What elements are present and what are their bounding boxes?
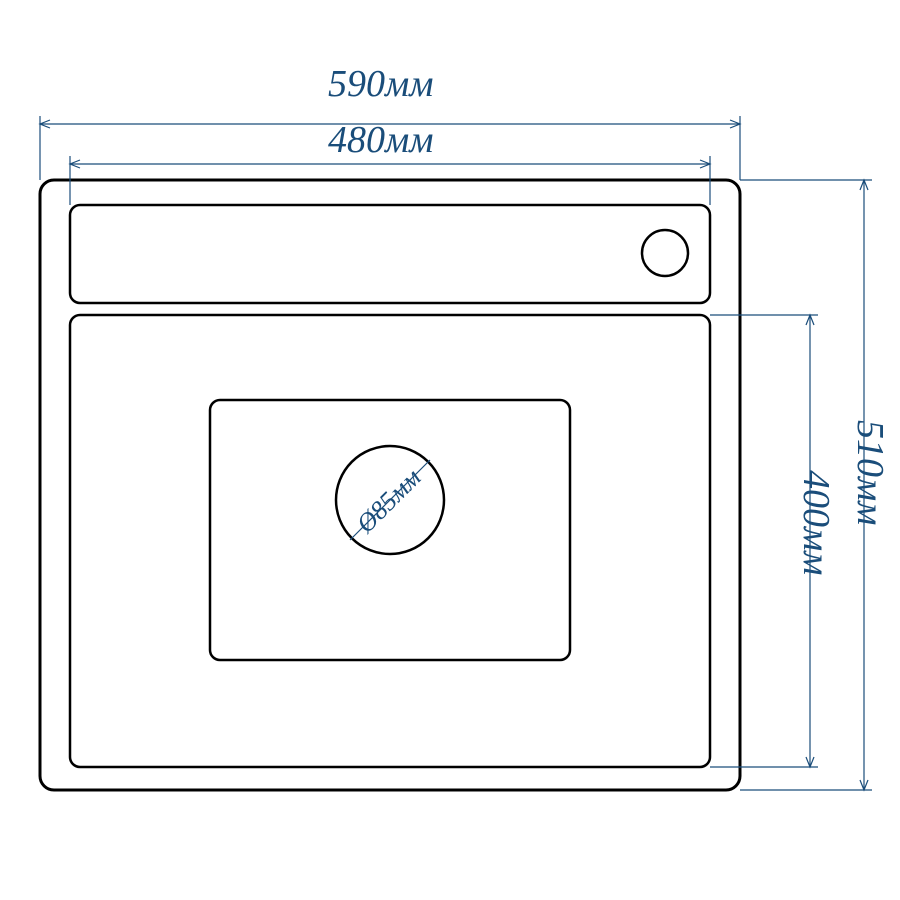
label-bowl-height: 400мм	[794, 470, 838, 576]
sink-technical-drawing: 590мм 480мм 510мм 400мм Ø85мм	[0, 0, 900, 900]
label-outer-height: 510мм	[848, 420, 892, 526]
drawing-svg	[0, 0, 900, 900]
label-outer-width: 590мм	[328, 62, 434, 106]
dimension-lines	[40, 116, 872, 790]
label-bowl-width: 480мм	[328, 118, 434, 162]
